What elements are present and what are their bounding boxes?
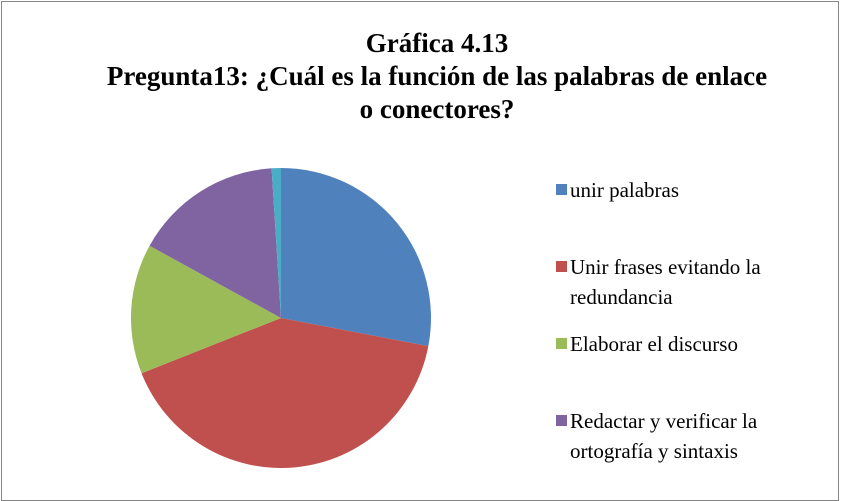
pie-slice xyxy=(271,168,281,318)
chart-title: Gráfica 4.13 xyxy=(365,28,509,58)
legend-label: Elaborar el discurso xyxy=(570,332,738,356)
legend-item: Redactar y verificar la ortografía y sin… xyxy=(556,406,818,466)
legend-swatch xyxy=(556,415,567,426)
legend-label: Redactar y verificar la ortografía y sin… xyxy=(570,409,758,463)
legend-label: unir palabras xyxy=(570,178,680,202)
chart-subtitle: Pregunta13: ¿Cuál es la función de las p… xyxy=(106,61,768,124)
legend-item: Unir frases evitando la redundancia xyxy=(556,252,818,312)
legend-swatch xyxy=(556,338,567,349)
legend-item: Elaborar el discurso xyxy=(556,329,818,359)
pie-slice xyxy=(281,168,431,347)
legend-swatch xyxy=(556,184,567,195)
pie-slice xyxy=(141,318,429,469)
pie-slice xyxy=(149,168,281,318)
legend-item: unir palabras xyxy=(556,175,818,205)
legend-label: Unir frases evitando la redundancia xyxy=(570,255,761,309)
legend-swatch xyxy=(556,261,567,272)
pie-slice xyxy=(131,245,281,374)
